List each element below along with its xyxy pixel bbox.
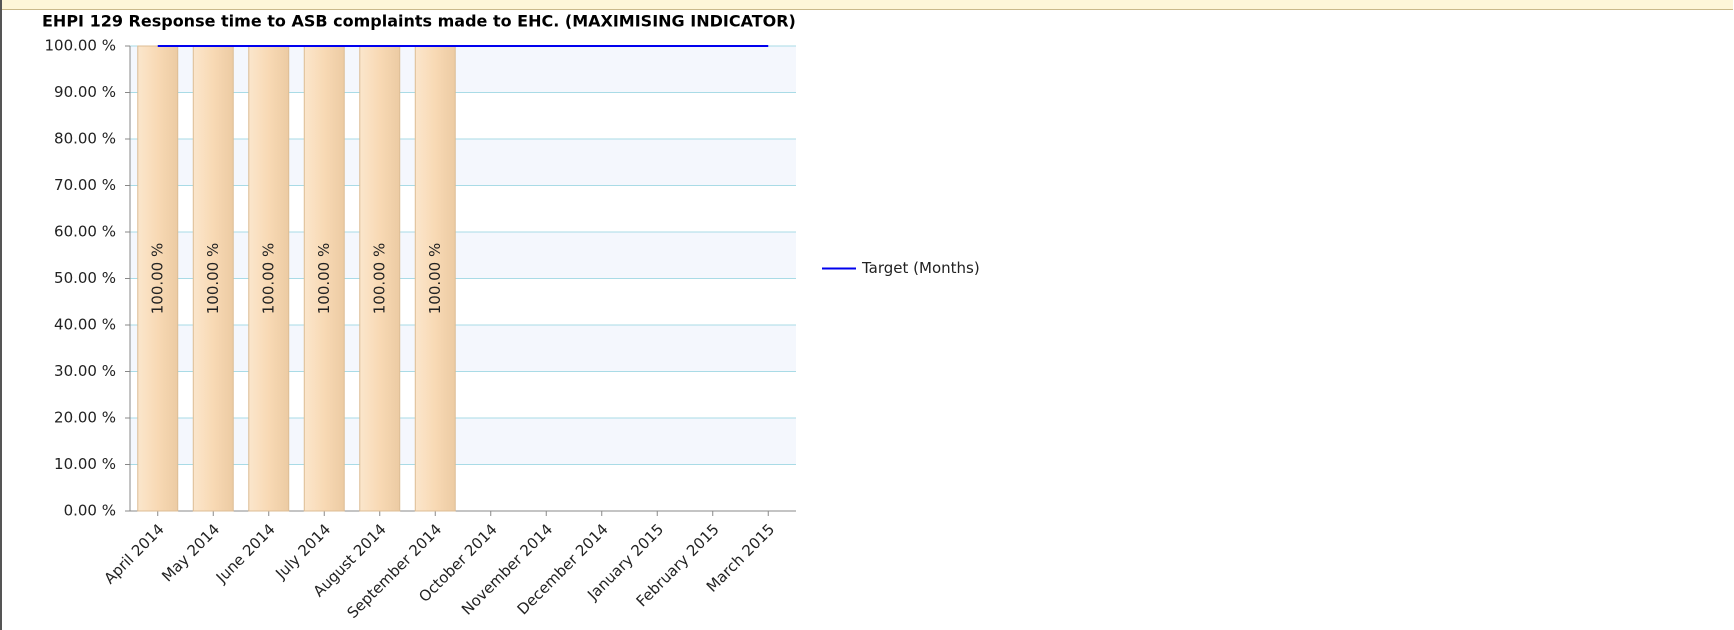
y-tick-label: 100.00 % — [44, 37, 116, 55]
data-label: 100.00 % — [426, 243, 444, 315]
plot-band — [130, 139, 796, 186]
plot-band — [130, 46, 796, 93]
plot-band — [130, 418, 796, 465]
y-tick-label: 30.00 % — [54, 362, 116, 380]
bar — [192, 45, 234, 512]
y-tick-label: 40.00 % — [54, 316, 116, 334]
legend-label: Target (Months) — [861, 259, 980, 277]
data-label: 100.00 % — [315, 243, 333, 315]
y-tick-label: 0.00 % — [64, 502, 116, 520]
plot-band — [130, 232, 796, 279]
plot-band — [130, 325, 796, 372]
x-tick-label: April 2014 — [100, 520, 167, 587]
y-tick-label: 50.00 % — [54, 269, 116, 287]
data-label: 100.00 % — [204, 243, 222, 315]
x-tick-label: June 2014 — [212, 520, 279, 587]
y-tick-label: 10.00 % — [54, 455, 116, 473]
chart-title: EHPI 129 Response time to ASB complaints… — [42, 12, 796, 31]
y-tick-label: 70.00 % — [54, 176, 116, 194]
header-strip — [2, 0, 1733, 10]
bar — [137, 45, 179, 512]
bar — [248, 45, 290, 512]
data-label: 100.00 % — [259, 243, 277, 315]
data-label: 100.00 % — [148, 243, 166, 315]
y-tick-label: 90.00 % — [54, 83, 116, 101]
bar — [414, 45, 456, 512]
y-tick-label: 20.00 % — [54, 409, 116, 427]
bar — [303, 45, 345, 512]
y-tick-label: 80.00 % — [54, 130, 116, 148]
x-tick-label: September 2014 — [344, 520, 446, 622]
data-label: 100.00 % — [370, 243, 388, 315]
y-tick-label: 60.00 % — [54, 223, 116, 241]
